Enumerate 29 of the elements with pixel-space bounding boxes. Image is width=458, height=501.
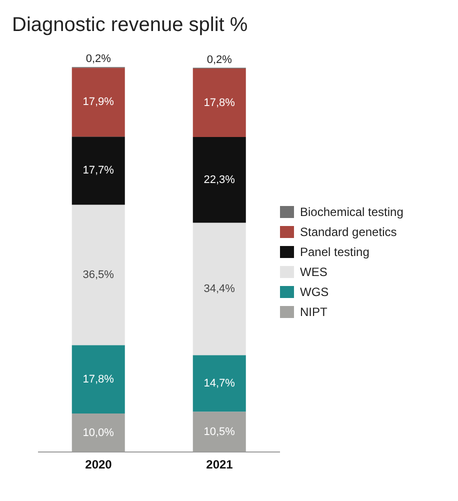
data-label: 0,2%: [206, 54, 232, 66]
bar: [192, 355, 246, 412]
legend-label: Standard genetics: [300, 225, 397, 239]
data-label: 17,7%: [82, 164, 114, 177]
bar: [192, 68, 246, 137]
legend-label: WES: [300, 265, 328, 279]
bar: [72, 68, 125, 137]
data-label: 34,4%: [204, 282, 236, 295]
legend-label: Biochemical testing: [300, 205, 404, 219]
data-label: 17,8%: [82, 373, 114, 386]
bar: [72, 345, 125, 414]
bar: [72, 204, 125, 346]
bar: [72, 136, 125, 205]
data-label: 36,5%: [82, 268, 114, 281]
bar: [192, 137, 246, 223]
legend-label: NIPT: [300, 305, 328, 319]
legend-label: WGS: [300, 285, 329, 299]
data-label: 0,2%: [86, 53, 112, 65]
data-label: 22,3%: [204, 174, 236, 186]
bar: [192, 222, 246, 356]
data-label: 10,0%: [82, 426, 114, 439]
legend-label: Panel testing: [300, 245, 370, 259]
x-tick-label: 2020: [85, 458, 112, 472]
data-label: 14,7%: [204, 377, 236, 390]
x-tick-label: 2021: [206, 458, 234, 472]
data-label: 17,8%: [204, 96, 236, 109]
chart-title: Diagnostic revenue split %: [11, 13, 249, 37]
data-label: 10,5%: [204, 426, 236, 438]
data-label: 17,9%: [82, 96, 114, 108]
